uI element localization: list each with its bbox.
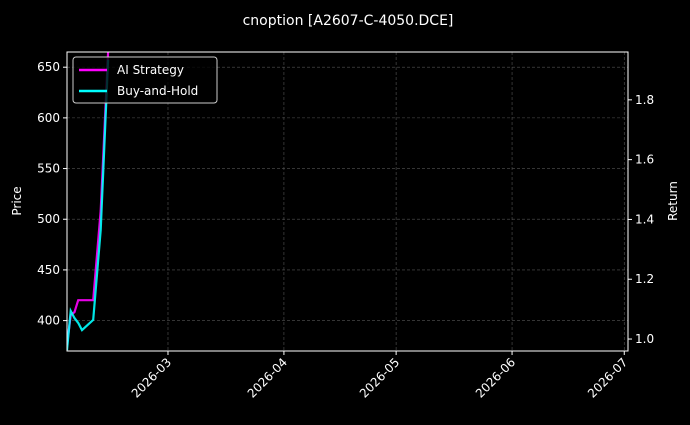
y-tick-label: 550 (37, 162, 60, 176)
legend-label: Buy-and-Hold (117, 84, 198, 98)
y2-tick-label: 1.8 (635, 93, 654, 107)
series-line-buy-and-hold (67, 59, 110, 351)
x-tick-label: 2026-04 (245, 355, 290, 400)
x-tick-label: 2026-03 (129, 355, 174, 400)
y2-tick-label: 1.6 (635, 153, 654, 167)
series-lines (67, 52, 110, 351)
y-tick-label: 600 (37, 111, 60, 125)
x-tick-label: 2026-05 (357, 355, 402, 400)
y2-tick-label: 1.4 (635, 212, 654, 226)
y-tick-label: 650 (37, 60, 60, 74)
y2-axis-label: Return (666, 181, 680, 221)
y-axis-label: Price (10, 186, 24, 215)
legend-label: AI Strategy (117, 63, 184, 77)
x-tick-label: 2026-07 (585, 355, 630, 400)
y2-tick-label: 1.0 (635, 332, 654, 346)
chart-title: cnoption [A2607-C-4050.DCE] (243, 13, 454, 29)
x-tick-label: 2026-06 (473, 355, 518, 400)
y-tick-label: 450 (37, 263, 60, 277)
y-tick-label: 400 (37, 314, 60, 328)
grid (67, 52, 628, 351)
plot-frame (66, 51, 629, 352)
ticks: 400 450 500 550 600 650 1.0 1.2 1.4 1.6 1.8 2026-03… (37, 60, 654, 400)
y-tick-label: 500 (37, 212, 60, 226)
legend: AI Strategy Buy-and-Hold (72, 56, 218, 104)
y2-tick-label: 1.2 (635, 272, 654, 286)
